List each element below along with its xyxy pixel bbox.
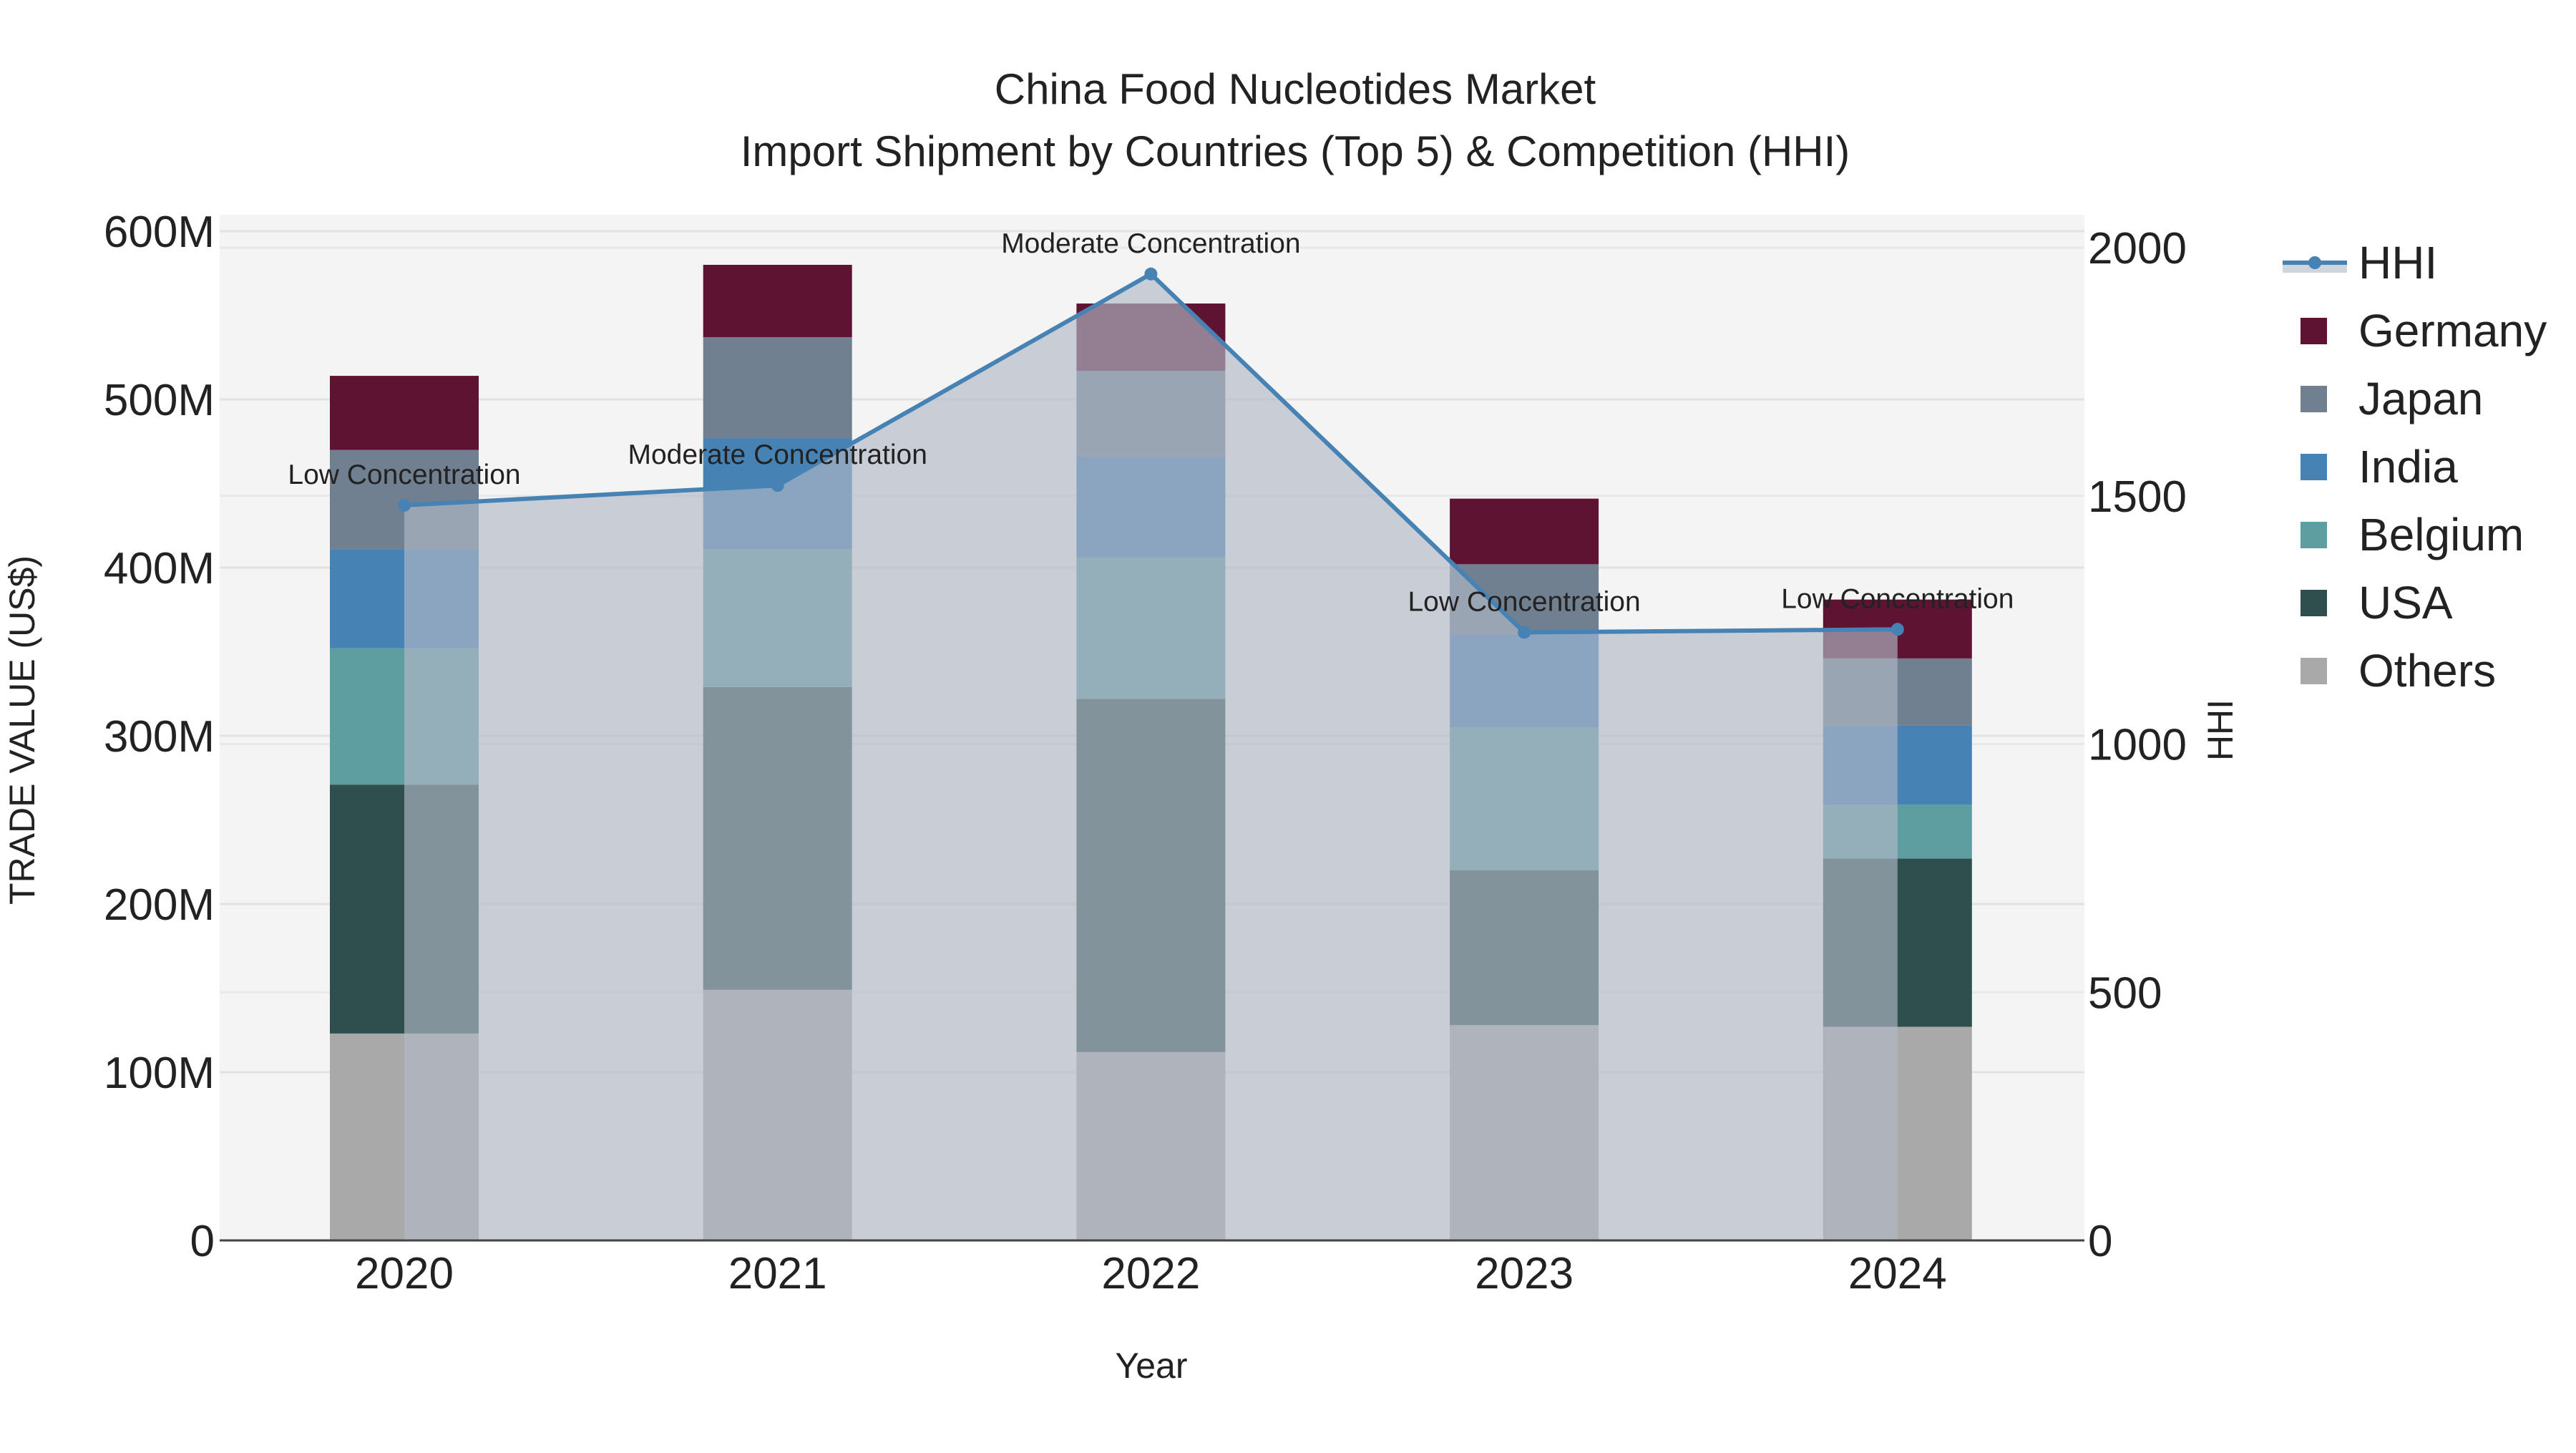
chart-title-line1: China Food Nucleotides Market bbox=[995, 65, 1596, 113]
legend-swatch-india bbox=[2301, 454, 2327, 480]
hhi-point-2024 bbox=[1890, 623, 1904, 636]
legend-label-usa: USA bbox=[2358, 577, 2453, 628]
hhi-point-2022 bbox=[1144, 267, 1158, 281]
y2-tick-label: 1500 bbox=[2088, 472, 2187, 522]
x-tick-label: 2023 bbox=[1475, 1249, 1574, 1298]
legend-label-belgium: Belgium bbox=[2358, 509, 2524, 560]
y2-axis-title: HHI bbox=[2200, 699, 2240, 761]
legend-swatch-others bbox=[2301, 658, 2327, 684]
hhi-point-2020 bbox=[398, 498, 411, 512]
hhi-annotation: Low Concentration bbox=[1781, 583, 2014, 614]
y2-tick-label: 500 bbox=[2088, 968, 2162, 1018]
chart-title-line2: Import Shipment by Countries (Top 5) & C… bbox=[741, 127, 1850, 175]
y-tick-label: 200M bbox=[104, 880, 215, 930]
y-tick-label: 300M bbox=[104, 712, 215, 762]
hhi-annotation: Low Concentration bbox=[288, 460, 520, 490]
hhi-point-2023 bbox=[1518, 626, 1531, 639]
y2-tick-label: 1000 bbox=[2088, 721, 2187, 770]
x-tick-label: 2022 bbox=[1101, 1249, 1200, 1298]
y2-tick-label: 2000 bbox=[2088, 224, 2187, 273]
hhi-annotation: Moderate Concentration bbox=[1001, 228, 1300, 259]
legend-swatch-japan bbox=[2301, 386, 2327, 412]
bar-germany-2023 bbox=[1450, 498, 1599, 565]
y-tick-label: 500M bbox=[104, 376, 215, 425]
legend-label-hhi: HHI bbox=[2358, 237, 2437, 288]
y-tick-label: 100M bbox=[104, 1049, 215, 1098]
x-tick-label: 2024 bbox=[1848, 1249, 1947, 1298]
bar-germany-2021 bbox=[703, 265, 852, 338]
legend-label-others: Others bbox=[2358, 645, 2496, 696]
y-tick-label: 0 bbox=[190, 1217, 215, 1266]
hhi-annotation: Moderate Concentration bbox=[628, 439, 927, 470]
legend-swatch-usa bbox=[2301, 590, 2327, 616]
legend-label-japan: Japan bbox=[2358, 373, 2483, 424]
legend-swatch-belgium bbox=[2301, 522, 2327, 548]
y-tick-label: 400M bbox=[104, 544, 215, 593]
y-axis-title: TRADE VALUE (US$) bbox=[2, 555, 42, 905]
legend-label-india: India bbox=[2358, 441, 2458, 492]
x-axis-title: Year bbox=[1115, 1346, 1187, 1386]
hhi-annotation: Low Concentration bbox=[1407, 586, 1640, 617]
legend-label-germany: Germany bbox=[2358, 305, 2547, 356]
bar-japan-2021 bbox=[703, 337, 852, 439]
x-tick-label: 2020 bbox=[355, 1249, 454, 1298]
y-tick-label: 600M bbox=[104, 208, 215, 257]
bar-germany-2020 bbox=[330, 376, 479, 450]
legend-swatch-germany bbox=[2301, 318, 2327, 344]
legend-swatch-hhi-marker bbox=[2308, 256, 2321, 269]
y2-tick-label: 0 bbox=[2088, 1217, 2112, 1266]
hhi-area bbox=[404, 273, 1898, 1240]
x-tick-label: 2021 bbox=[728, 1249, 827, 1298]
hhi-point-2021 bbox=[771, 479, 784, 492]
